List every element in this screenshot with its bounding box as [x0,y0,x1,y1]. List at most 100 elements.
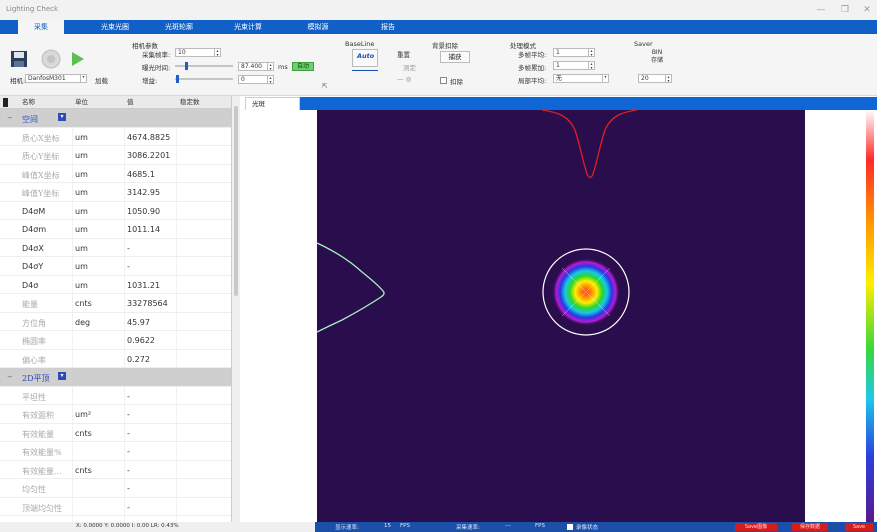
saver-stepper[interactable]: 20 ▴ ▾ [638,74,672,83]
property-row[interactable]: 有效面积 um² - [0,405,231,424]
tab-spot-profile[interactable]: 光斑轮廓 [165,23,193,31]
eye-icon[interactable]: — ◎ [397,75,412,83]
spatial-avg-select[interactable]: 无 ▾ [553,74,609,83]
auto-exposure-button[interactable]: 自动 [292,62,314,71]
frame-add-stepper[interactable]: 1 ▴ ▾ [553,61,595,70]
property-row[interactable]: D4σY um - [0,257,231,276]
property-row[interactable]: 峰值X坐标 um 4685.1 [0,165,231,183]
exposure-value: 87.400 [241,63,262,70]
frame-avg-stepper[interactable]: 1 ▴ ▾ [553,48,595,57]
stepper-arrows-icon[interactable]: ▴ ▾ [665,75,671,82]
group-name: 2D平顶 [22,374,50,383]
property-name: 椭圆率 [22,337,46,346]
beam-image[interactable] [316,109,805,522]
close-icon[interactable]: ✕ [863,5,871,15]
property-row[interactable]: D4σM um 1050.90 [0,202,231,220]
baseline-auto-box[interactable]: Auto [352,49,378,67]
tab-acquire[interactable]: 采集 [18,20,64,34]
property-value: 1011.14 [127,225,161,234]
maximize-icon[interactable]: ❐ [840,5,850,15]
property-row[interactable]: 有效能量 cnts - [0,424,231,442]
col-name-header[interactable]: 名称 [22,98,35,106]
exposure-label: 曝光时间: [142,64,171,72]
record-icon[interactable] [40,48,62,70]
property-row[interactable]: 平坦性 - [0,387,231,405]
property-row[interactable]: 有效能量% - [0,442,231,461]
property-row[interactable]: 峰值Y坐标 um 3142.95 [0,183,231,202]
play-icon[interactable] [70,50,86,68]
property-unit: cnts [75,299,92,308]
reset-button[interactable]: 重置 [397,51,410,59]
save-image-button[interactable]: Save图像 [735,523,777,531]
property-name: 能量 [22,300,38,309]
tab-beam-aperture[interactable]: 光束光圈 [101,23,129,31]
property-row[interactable]: 质心Y坐标 um 3086.2201 [0,146,231,165]
camera-select[interactable]: DanfosM301 ▾ [25,74,87,83]
col-stable-header[interactable]: 稳定数 [180,98,200,106]
load-button[interactable]: 加载 [95,77,108,85]
collapse-icon[interactable]: − [7,114,13,122]
window-title: Lighting Check [6,5,59,13]
gain-slider[interactable] [175,78,233,80]
acq-rate-status-value: --- [505,523,511,529]
property-group-header[interactable]: − 空间 ▾ [0,109,231,128]
property-row[interactable]: D4σm um 1011.14 [0,220,231,239]
save-icon[interactable] [10,50,28,68]
tab-report[interactable]: 报告 [381,23,395,31]
stepper-arrows-icon[interactable]: ▴ ▾ [588,62,594,69]
col-unit-header[interactable]: 单位 [75,98,88,106]
acq-rate-stepper[interactable]: 10 ▴ ▾ [175,48,221,57]
property-group-header[interactable]: − 2D平顶 ▾ [0,368,231,387]
exposure-stepper[interactable]: 87.400 ▴ ▾ [238,62,274,71]
header-marker [3,98,8,107]
property-value: 45.97 [127,317,150,327]
stepper-arrows-icon[interactable]: ▴ ▾ [214,49,220,56]
stepper-arrows-icon[interactable]: ▴ ▾ [267,63,273,70]
property-row[interactable]: 均匀性 - [0,479,231,498]
record-status-checkbox[interactable] [567,524,573,530]
property-row[interactable]: 方位角 deg 45.97 [0,313,231,331]
property-row[interactable]: 偏心率 0.272 [0,350,231,368]
property-row[interactable]: 椭圆率 0.9622 [0,331,231,350]
properties-scrollbar[interactable] [232,96,240,522]
group-dropdown-icon[interactable]: ▾ [58,372,66,380]
property-value: 33278564 [127,299,168,308]
tab-beam-calc[interactable]: 光束计算 [234,23,262,31]
collapse-icon[interactable]: − [7,373,13,381]
property-row[interactable]: 顶端均匀性 - [0,498,231,516]
property-row[interactable]: 质心X坐标 um 4674.8825 [0,128,231,146]
gain-slider-thumb[interactable] [176,75,179,83]
acq-rate-value: 10 [178,49,186,56]
group-dropdown-icon[interactable]: ▾ [58,113,66,121]
property-row[interactable]: D4σ um 1031.21 [0,276,231,294]
bin-save-button[interactable]: BIN 存储 [640,49,674,69]
gain-stepper[interactable]: 0 ▴ ▾ [238,75,274,84]
property-row[interactable]: 有效能量... cnts - [0,461,231,479]
save-data-button[interactable]: 保存数据 [792,523,828,531]
ribbon-tab-bar: 采集 光束光圈 光斑轮廓 光束计算 模拟源 报告 [0,20,877,34]
property-name: D4σ [22,280,39,290]
exposure-slider[interactable] [175,65,233,67]
property-value: 1031.21 [127,280,161,290]
exposure-slider-thumb[interactable] [185,62,188,70]
expand-icon[interactable]: ⇱ [322,82,328,90]
property-row[interactable]: D4σX um - [0,239,231,257]
stepper-arrows-icon[interactable]: ▴ ▾ [267,76,273,83]
property-value: 4685.1 [127,169,155,179]
beam-axis-2 [561,267,611,317]
property-value: - [127,243,130,253]
bin-save-label-1: BIN [651,49,663,56]
measure-button[interactable]: 测定 [403,64,416,72]
tab-spot-view[interactable]: 光斑 [245,97,300,110]
property-row[interactable]: 能量 cnts 33278564 [0,294,231,313]
col-value-header[interactable]: 值 [127,98,134,106]
scrollbar-thumb[interactable] [234,106,238,296]
subtract-background-checkbox[interactable] [440,77,447,84]
stepper-arrows-icon[interactable]: ▴ ▾ [588,49,594,56]
save-button[interactable]: Save [845,523,873,531]
capture-background-button[interactable]: 捕获 [440,51,470,63]
frame-avg-value: 1 [556,49,560,56]
tab-simulate-source[interactable]: 模拟源 [307,23,329,31]
minimize-icon[interactable]: — [816,5,826,15]
properties-panel: 名称 单位 值 稳定数 − 空间 ▾ 质心X坐标 um 4674.8825 质心Y坐标 um 3… [0,96,232,522]
